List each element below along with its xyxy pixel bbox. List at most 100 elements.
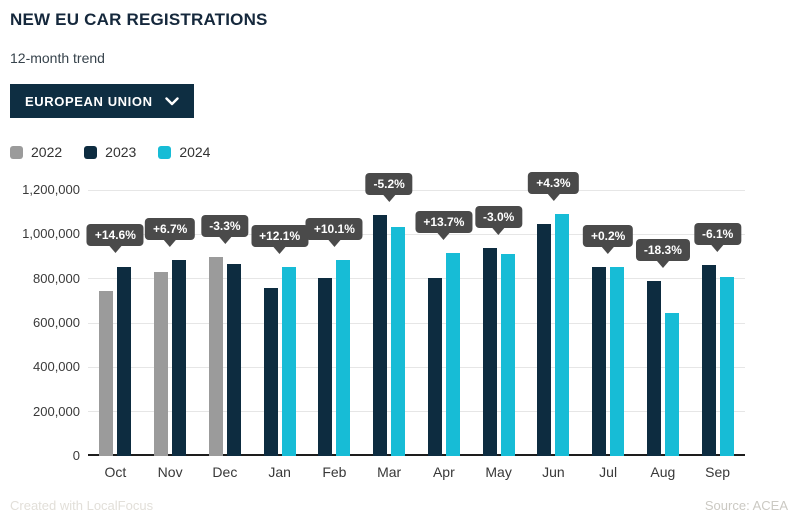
x-axis-label-feb: Feb [322, 464, 347, 480]
bar-2024-may[interactable] [500, 253, 515, 456]
bar-2022-dec[interactable] [208, 257, 223, 456]
chevron-down-icon [164, 94, 179, 109]
page-title: NEW EU CAR REGISTRATIONS [10, 10, 268, 29]
change-tooltip-oct: +14.6% [86, 224, 144, 254]
change-tooltip-jan: +12.1% [251, 225, 309, 255]
x-axis-label-jun: Jun [542, 464, 565, 480]
bar-2024-sep[interactable] [719, 276, 734, 456]
gridline [88, 411, 745, 413]
bar-group-nov: +6.7% Nov [143, 190, 198, 480]
bar-2024-jul[interactable] [610, 267, 625, 456]
change-tooltip-apr: +13.7% [415, 211, 473, 241]
tooltip-pointer [547, 194, 560, 202]
bar-2022-oct[interactable] [99, 290, 114, 456]
y-axis: 0 200,000 400,000 600,000 800,000 1,000,000 1,… [0, 182, 80, 463]
change-tooltip-feb: +10.1% [305, 218, 363, 248]
legend-item-2024[interactable]: 2024 [158, 144, 210, 160]
gridline [88, 189, 745, 191]
tooltip-pointer [109, 246, 122, 254]
tooltip-pointer [711, 245, 724, 253]
bar-2024-mar[interactable] [391, 227, 406, 456]
tooltip-pointer [383, 194, 396, 202]
legend-label: 2022 [31, 144, 63, 160]
region-dropdown[interactable]: EUROPEAN UNION [10, 84, 194, 118]
y-axis-label: 600,000 [33, 315, 80, 330]
change-tooltip-aug: -18.3% [635, 239, 690, 269]
bar-2024-jun[interactable] [555, 214, 570, 456]
bar-group-oct: +14.6% Oct [86, 190, 144, 480]
bar-group-jul: +0.2% Jul [581, 190, 636, 480]
gridline [88, 366, 745, 368]
bar-2023-jul[interactable] [592, 267, 607, 456]
bar-group-feb: +10.1% Feb [305, 190, 363, 480]
tooltip-pointer [164, 239, 177, 247]
change-tooltip-jun: +4.3% [528, 172, 579, 202]
x-axis-label-oct: Oct [104, 464, 127, 480]
bar-2023-apr[interactable] [427, 278, 442, 456]
legend-label: 2023 [105, 144, 137, 160]
x-axis-label-mar: Mar [377, 464, 402, 480]
localfocus-credit-link[interactable]: Created with LocalFocus [10, 498, 154, 513]
x-axis-line [88, 454, 745, 456]
legend-label: 2024 [179, 144, 211, 160]
gridline [88, 278, 745, 280]
bar-group-apr: +13.7% Apr [415, 190, 473, 480]
x-axis-label-apr: Apr [432, 464, 455, 480]
chart: 0 200,000 400,000 600,000 800,000 1,000,000 1,… [0, 172, 800, 480]
x-axis-label-may: May [485, 464, 512, 480]
x-axis-label-aug: Aug [650, 464, 676, 480]
bar-2023-sep[interactable] [701, 265, 716, 456]
bar-2023-jan[interactable] [263, 287, 278, 456]
legend-swatch-2024 [158, 145, 172, 159]
legend-item-2022[interactable]: 2022 [10, 144, 62, 160]
bar-group-dec: -3.3% Dec [198, 190, 253, 480]
bar-2023-aug[interactable] [646, 281, 661, 456]
bar-group-may: -3.0% May [471, 190, 526, 480]
y-axis-label: 800,000 [33, 270, 80, 286]
legend-swatch-2022 [10, 145, 23, 159]
change-tooltip-may: -3.0% [474, 205, 523, 235]
x-axis-label-sep: Sep [705, 464, 731, 480]
bar-2023-oct[interactable] [117, 266, 132, 456]
change-tooltip-sep: -6.1% [693, 223, 742, 253]
tooltip-pointer [656, 261, 669, 269]
tooltip-pointer [218, 237, 231, 245]
region-dropdown-label: EUROPEAN UNION [25, 93, 153, 109]
x-axis-label-jul: Jul [599, 464, 618, 480]
y-axis-label: 400,000 [33, 359, 80, 375]
bar-2024-jan[interactable] [281, 267, 296, 456]
bar-2023-jun[interactable] [537, 224, 552, 456]
plot-area: +14.6% Oct +6.7% Nov -3.3% Dec +12.1% Jan +10.1%… [86, 172, 745, 480]
change-tooltip-dec: -3.3% [201, 215, 249, 245]
y-axis-label: 200,000 [33, 403, 80, 419]
gridline [88, 233, 745, 235]
bar-group-aug: -18.3% Aug [635, 190, 691, 480]
legend-item-2023[interactable]: 2023 [84, 144, 136, 160]
x-axis-label-nov: Nov [157, 464, 183, 480]
tooltip-pointer [602, 247, 615, 255]
legend-swatch-2023 [84, 145, 98, 159]
chart-subtitle: 12-month trend [10, 50, 105, 66]
x-axis-label-dec: Dec [212, 464, 238, 480]
bar-2023-feb[interactable] [318, 278, 333, 456]
x-axis-label-jan: Jan [268, 464, 291, 480]
bar-group-mar: -5.2% Mar [362, 172, 417, 480]
change-tooltip-jul: +0.2% [582, 225, 634, 255]
tooltip-pointer [437, 233, 450, 241]
tooltip-pointer [273, 247, 286, 255]
bar-2024-aug[interactable] [664, 313, 679, 456]
bar-2024-feb[interactable] [336, 260, 351, 456]
bar-2023-nov[interactable] [172, 259, 187, 456]
tooltip-pointer [328, 240, 341, 248]
bar-2024-apr[interactable] [445, 253, 460, 456]
change-tooltip-mar: -5.2% [365, 172, 413, 202]
change-tooltip-nov: +6.7% [144, 217, 196, 247]
bar-2023-mar[interactable] [373, 214, 388, 456]
y-axis-label: 1,000,000 [22, 226, 80, 242]
bar-group-sep: -6.1% Sep [690, 190, 745, 480]
bar-2023-may[interactable] [482, 247, 497, 456]
bar-2023-dec[interactable] [226, 263, 241, 456]
bar-2022-nov[interactable] [154, 272, 169, 456]
bar-group-jun: +4.3% Jun [526, 172, 581, 480]
